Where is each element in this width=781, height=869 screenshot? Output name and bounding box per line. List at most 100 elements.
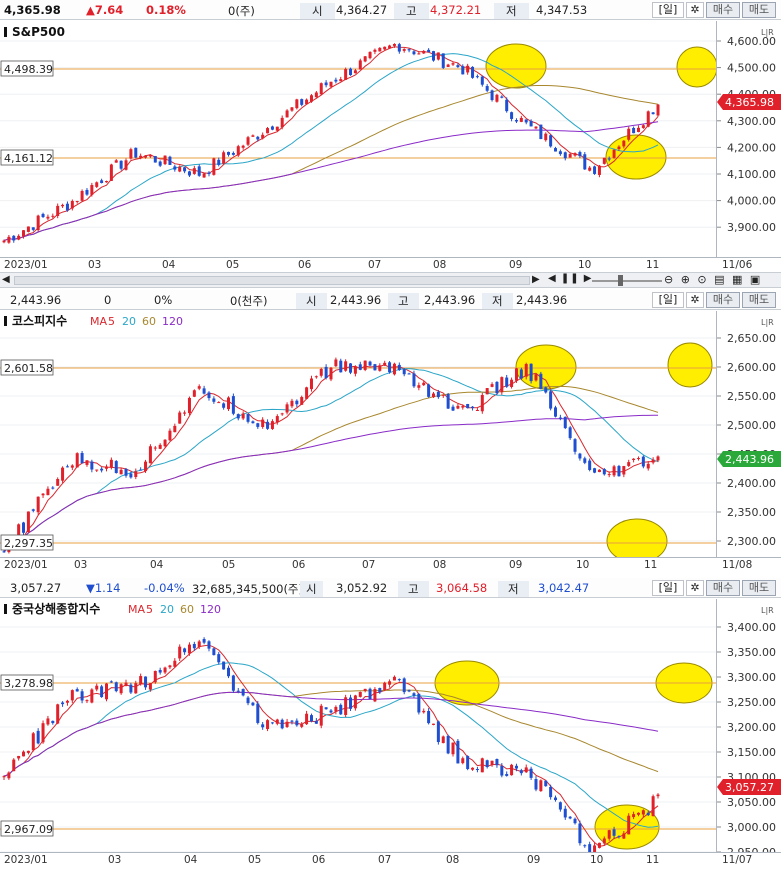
buy-button[interactable]: 매수 bbox=[706, 292, 740, 308]
change-value: 0 bbox=[104, 293, 112, 307]
candle-body bbox=[95, 182, 99, 187]
candle-body bbox=[178, 412, 182, 424]
x-tick-label: 09 bbox=[527, 854, 541, 866]
candle-body bbox=[309, 715, 313, 722]
ma5-label: 5 bbox=[146, 603, 153, 616]
zoom-slider[interactable] bbox=[592, 280, 662, 282]
candle-body bbox=[51, 215, 55, 217]
candle-body bbox=[441, 736, 445, 744]
candle-body bbox=[22, 230, 26, 237]
x-tick-label: 06 bbox=[312, 854, 326, 866]
candle-body bbox=[607, 158, 611, 160]
chart-plot-shanghai[interactable]: 3,278.98 2,967.09 중국상해종합지수 MA 5 20 60 120 bbox=[0, 599, 716, 857]
ma120-line bbox=[3, 414, 658, 553]
candle-body bbox=[573, 439, 577, 452]
sell-button[interactable]: 매도 bbox=[742, 292, 776, 308]
candle-body bbox=[56, 205, 60, 216]
x-axis-kospi: 2023/01 03 04 05 06 07 08 09 10 11 11/08 bbox=[0, 557, 781, 571]
candle-body bbox=[90, 461, 94, 470]
buy-button[interactable]: 매수 bbox=[706, 580, 740, 596]
candle-body bbox=[17, 235, 21, 240]
candle-body bbox=[597, 165, 601, 175]
scroll-left-icon[interactable]: ◀ bbox=[2, 274, 10, 285]
settings-icon[interactable]: ✲ bbox=[686, 2, 704, 18]
candle-body bbox=[22, 522, 26, 533]
candle-body bbox=[524, 767, 528, 773]
period-select[interactable]: [일] bbox=[652, 580, 684, 596]
candle-body bbox=[534, 779, 538, 790]
candle-body bbox=[26, 511, 30, 533]
candle-body bbox=[251, 702, 255, 706]
y-tick-label: 4,200.00 bbox=[727, 141, 776, 154]
x-tick-label: 05 bbox=[248, 854, 262, 866]
chart-svg-shanghai: 3,278.98 2,967.09 중국상해종합지수 MA 5 20 60 120 bbox=[0, 601, 716, 857]
candle-body bbox=[451, 63, 455, 65]
current-price-label: 2,443.96 bbox=[725, 453, 774, 466]
candle-body bbox=[7, 772, 11, 779]
candle-body bbox=[241, 413, 245, 419]
sell-button[interactable]: 매도 bbox=[742, 580, 776, 596]
playback-icon[interactable]: ◀ ❚❚ ▶ bbox=[548, 273, 593, 284]
candle-body bbox=[490, 384, 494, 387]
settings-icon[interactable]: ✲ bbox=[686, 292, 704, 308]
period-select[interactable]: [일] bbox=[652, 292, 684, 308]
ma5-line bbox=[3, 46, 659, 242]
chart-plot-sp500[interactable]: 4,498.39 4,161.12 S&P500 bbox=[0, 21, 718, 257]
candle-body bbox=[490, 760, 494, 765]
candle-body bbox=[197, 641, 201, 648]
candle-body bbox=[65, 203, 69, 211]
candle-body bbox=[246, 697, 250, 704]
low-value: 3,042.47 bbox=[538, 581, 590, 595]
candle-body bbox=[51, 720, 55, 724]
scroll-right-icon[interactable]: ▶ bbox=[532, 274, 540, 285]
candle-body bbox=[158, 444, 162, 449]
candle-body bbox=[451, 406, 455, 411]
price-value: 2,443.96 bbox=[10, 293, 62, 307]
candle-body bbox=[466, 756, 470, 769]
candle-body bbox=[275, 416, 279, 423]
candle-body bbox=[353, 695, 357, 709]
candle-body bbox=[500, 765, 504, 776]
scrollbar-track[interactable] bbox=[14, 276, 530, 285]
candle-body bbox=[554, 148, 558, 152]
candle-body bbox=[12, 235, 16, 241]
ma5-line bbox=[3, 364, 659, 553]
candle-body bbox=[187, 397, 191, 414]
candle-body bbox=[461, 758, 465, 764]
candle-body bbox=[305, 99, 309, 105]
period-select[interactable]: [일] bbox=[652, 2, 684, 18]
candle-body bbox=[212, 648, 216, 656]
candle-body bbox=[202, 388, 206, 394]
candle-body bbox=[495, 758, 499, 766]
x-tick-label: 09 bbox=[509, 259, 523, 271]
candle-body bbox=[602, 157, 606, 164]
candle-body bbox=[339, 79, 343, 82]
candle-body bbox=[2, 776, 6, 778]
ma20-line bbox=[3, 53, 659, 242]
candle-body bbox=[368, 51, 372, 59]
candle-body bbox=[202, 639, 206, 643]
zoom-thumb[interactable] bbox=[618, 275, 623, 286]
candle-body bbox=[339, 704, 343, 715]
candle-body bbox=[56, 704, 60, 724]
candle-body bbox=[363, 360, 367, 370]
chart-toolbar: ◀ ▶ ◀ ❚❚ ▶ ⊖ ⊕ ⊙ ▤ ▦ ▣ bbox=[0, 272, 781, 288]
candle-body bbox=[417, 385, 421, 388]
candle-body bbox=[349, 363, 353, 373]
candle-body bbox=[280, 719, 284, 729]
y-tick-label: 4,500.00 bbox=[727, 62, 776, 75]
chart-plot-kospi[interactable]: 2,601.58 2,297.35 코스피지수 MA 5 20 60 120 bbox=[0, 311, 716, 564]
settings-icon[interactable]: ✲ bbox=[686, 580, 704, 596]
zoom-icons[interactable]: ⊖ ⊕ ⊙ ▤ ▦ ▣ bbox=[664, 273, 763, 286]
candle-body bbox=[61, 702, 65, 705]
x-tick-label: 07 bbox=[378, 854, 392, 866]
candle-body bbox=[280, 413, 284, 415]
high-value: 2,443.96 bbox=[424, 293, 476, 307]
sell-button[interactable]: 매도 bbox=[742, 2, 776, 18]
candle-body bbox=[505, 99, 509, 112]
volume-value: 0(주) bbox=[228, 4, 255, 18]
candle-body bbox=[573, 153, 577, 156]
candle-body bbox=[568, 816, 572, 819]
candle-body bbox=[431, 51, 435, 61]
buy-button[interactable]: 매수 bbox=[706, 2, 740, 18]
